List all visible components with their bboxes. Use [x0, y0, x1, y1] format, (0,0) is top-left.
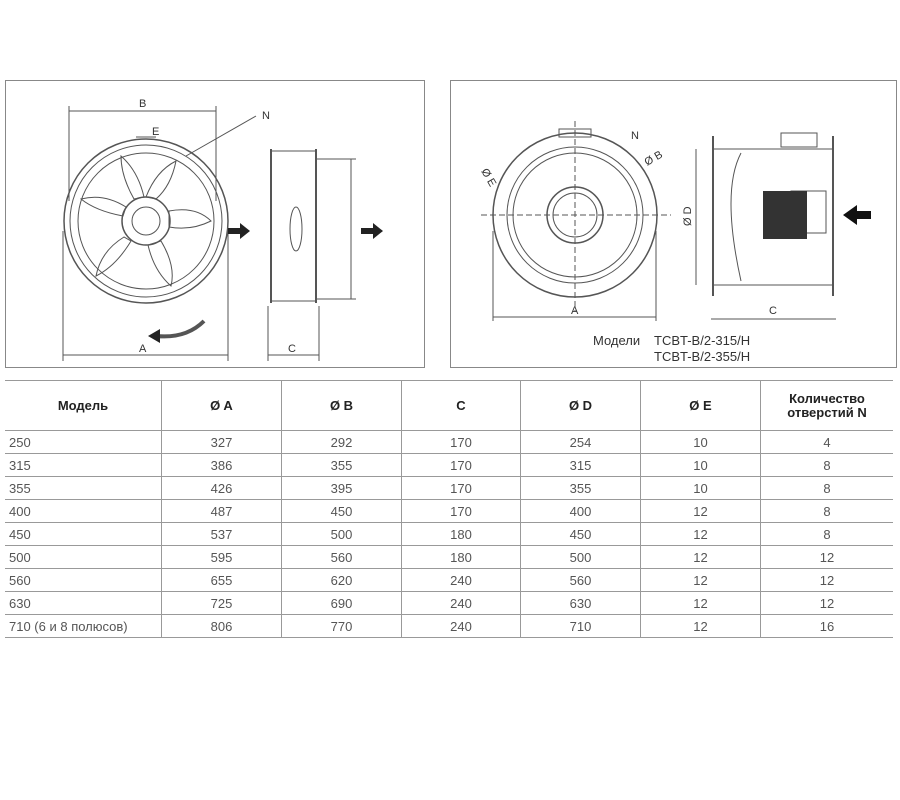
table-cell: 500 [520, 545, 641, 569]
dim-label-e: E [152, 126, 159, 138]
table-cell: 12 [640, 522, 761, 546]
table-cell: 12 [640, 568, 761, 592]
table-cell: 690 [281, 591, 402, 615]
table-cell: 12 [640, 614, 761, 638]
model-name: TCBT-B/2-355/H [654, 349, 751, 364]
table-row: 355 426 395 170 355 10 8 [5, 476, 893, 500]
table-cell: 770 [281, 614, 402, 638]
table-cell: 240 [401, 568, 521, 592]
table-cell: 355 [5, 476, 162, 500]
table-cell: 292 [281, 430, 402, 454]
table-row: 710 (6 и 8 полюсов) 806 770 240 710 12 16 [5, 614, 893, 638]
table-row: 500 595 560 180 500 12 12 [5, 545, 893, 569]
table-cell: 400 [5, 499, 162, 523]
table-cell: 12 [760, 591, 893, 615]
column-header: C [401, 380, 521, 431]
dim-label-b: B [139, 98, 146, 110]
table-cell: 315 [520, 453, 641, 477]
table-cell: 450 [5, 522, 162, 546]
table-cell: 12 [640, 545, 761, 569]
table-cell: 10 [640, 476, 761, 500]
table-cell: 250 [5, 430, 162, 454]
table-cell: 240 [401, 591, 521, 615]
table-header-row: Модель Ø A Ø B C Ø D Ø E Количество отве… [5, 380, 893, 431]
table-cell: 170 [401, 453, 521, 477]
table-cell: 8 [760, 476, 893, 500]
fan-drawing-left: B E N A C [62, 98, 383, 361]
dim-label-n: N [631, 130, 639, 142]
table-cell: 386 [161, 453, 282, 477]
table-cell: 655 [161, 568, 282, 592]
table-cell: 315 [5, 453, 162, 477]
column-header: Количество отверстий N [760, 380, 893, 431]
table-cell: 240 [401, 614, 521, 638]
table-cell: 595 [161, 545, 282, 569]
table-cell: 560 [281, 545, 402, 569]
diagram-panel-right: Ø E Ø B N Ø D A C Модели TCBT-B/2-315/H … [450, 80, 897, 368]
table-cell: 355 [520, 476, 641, 500]
table-cell: 537 [161, 522, 282, 546]
table-row: 450 537 500 180 450 12 8 [5, 522, 893, 546]
dim-label-n: N [262, 110, 270, 122]
table-cell: 355 [281, 453, 402, 477]
table-row: 400 487 450 170 400 12 8 [5, 499, 893, 523]
table-cell: 487 [161, 499, 282, 523]
table-cell: 10 [640, 430, 761, 454]
table-cell: 170 [401, 430, 521, 454]
table-cell: 426 [161, 476, 282, 500]
table-cell: 630 [5, 591, 162, 615]
diagram-panel-left: B E N A C [5, 80, 425, 368]
table-cell: 180 [401, 545, 521, 569]
table-cell: 254 [520, 430, 641, 454]
table-cell: 12 [760, 545, 893, 569]
table-cell: 725 [161, 591, 282, 615]
dim-label-c: C [769, 305, 777, 317]
dim-label-a: A [571, 305, 579, 317]
table-cell: 8 [760, 499, 893, 523]
table-cell: 170 [401, 499, 521, 523]
dim-label-c: C [288, 343, 296, 355]
dim-label-e: Ø E [478, 167, 498, 189]
table-cell: 630 [520, 591, 641, 615]
table-cell: 710 [520, 614, 641, 638]
table-cell: 560 [5, 568, 162, 592]
table-cell: 12 [760, 568, 893, 592]
dim-label-a: A [139, 343, 147, 355]
table-cell: 395 [281, 476, 402, 500]
table-cell: 10 [640, 453, 761, 477]
table-cell: 4 [760, 430, 893, 454]
table-cell: 8 [760, 522, 893, 546]
table-cell: 450 [520, 522, 641, 546]
dimensions-table: Модель Ø A Ø B C Ø D Ø E Количество отве… [5, 380, 893, 638]
table-cell: 12 [640, 591, 761, 615]
table-cell: 560 [520, 568, 641, 592]
table-cell: 500 [281, 522, 402, 546]
column-header: Ø A [161, 380, 282, 431]
table-row: 630 725 690 240 630 12 12 [5, 591, 893, 615]
table-cell: 620 [281, 568, 402, 592]
dim-label-d: Ø D [682, 206, 694, 226]
column-header: Ø B [281, 380, 402, 431]
table-cell: 450 [281, 499, 402, 523]
model-name: TCBT-B/2-315/H [654, 333, 751, 348]
dim-label-b: Ø B [643, 149, 665, 169]
table-cell: 8 [760, 453, 893, 477]
table-row: 250 327 292 170 254 10 4 [5, 430, 893, 454]
column-header: Ø E [640, 380, 761, 431]
table-cell: 400 [520, 499, 641, 523]
table-cell: 12 [640, 499, 761, 523]
table-cell: 710 (6 и 8 полюсов) [5, 614, 162, 638]
models-caption-prefix: Модели [593, 333, 641, 348]
table-cell: 180 [401, 522, 521, 546]
table-cell: 170 [401, 476, 521, 500]
fan-drawing-right: Ø E Ø B N Ø D A C [478, 121, 871, 321]
table-row: 560 655 620 240 560 12 12 [5, 568, 893, 592]
table-cell: 16 [760, 614, 893, 638]
table-cell: 806 [161, 614, 282, 638]
table-row: 315 386 355 170 315 10 8 [5, 453, 893, 477]
table-cell: 327 [161, 430, 282, 454]
table-cell: 500 [5, 545, 162, 569]
column-header: Модель [5, 380, 162, 431]
column-header: Ø D [520, 380, 641, 431]
